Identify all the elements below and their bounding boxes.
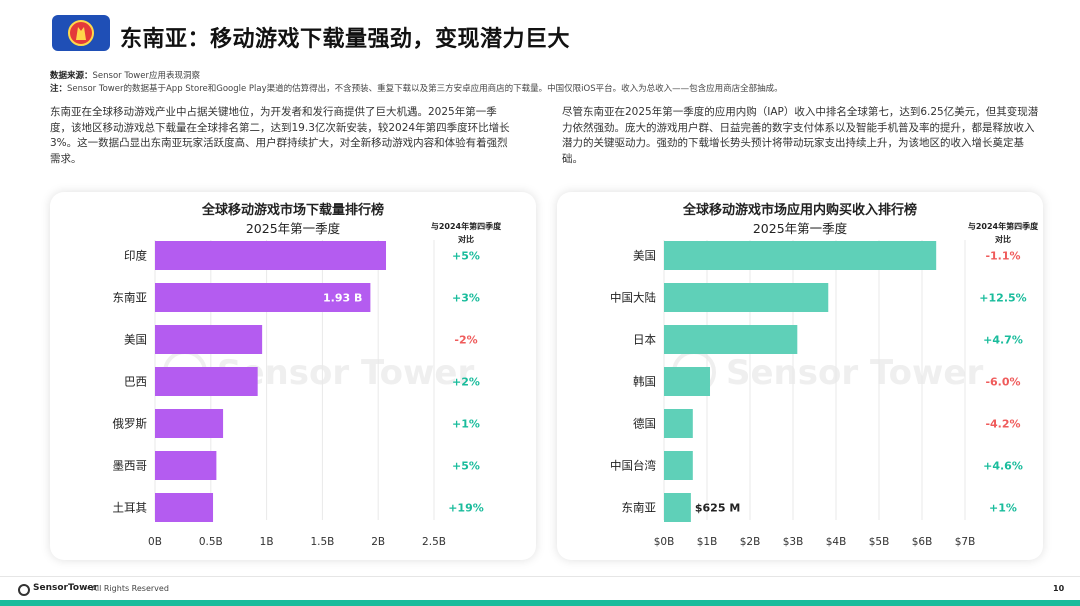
sensor-tower-logo-icon <box>18 584 30 596</box>
downloads-chart-panel: Sensor Tower 全球移动游戏市场下载量排行榜 2025年第一季度 与2024… <box>50 192 536 560</box>
asean-logo <box>52 15 110 51</box>
intro-paragraph-left: 东南亚在全球移动游戏产业中占据关键地位，为开发者和发行商提供了巨大机遇。2025… <box>50 106 510 165</box>
x-tick-label: $6B <box>912 536 933 548</box>
intro-paragraph-right: 尽管东南亚在2025年第一季度的应用内购（IAP）收入中排名全球第七，达到6.2… <box>562 106 1039 165</box>
x-tick-label: 1.5B <box>310 536 334 548</box>
category-label: 德国 <box>633 417 656 431</box>
footer-rights: - All Rights Reserved <box>86 584 169 593</box>
downloads-chart: Sensor Tower 全球移动游戏市场下载量排行榜 2025年第一季度 与2024… <box>113 202 503 548</box>
bar <box>664 409 693 438</box>
category-label: 日本 <box>633 333 656 347</box>
change-value: -4.2% <box>985 418 1020 431</box>
category-label: 东南亚 <box>113 291 148 305</box>
bar <box>664 283 829 312</box>
revenue-chart: Sensor Tower 全球移动游戏市场应用内购买收入排行榜 2025年第一季度 与… <box>610 202 1039 548</box>
change-header-line2: 对比 <box>995 234 1011 244</box>
x-tick-label: $1B <box>697 536 718 548</box>
change-value: +4.6% <box>983 460 1023 473</box>
x-tick-label: $2B <box>740 536 761 548</box>
footnote: 注：Sensor Tower的数据基于App Store和Google Play… <box>50 82 1040 94</box>
asean-emblem-icon <box>68 20 94 46</box>
data-source-text: Sensor Tower应用表现洞察 <box>92 71 200 81</box>
data-source: 数据来源：Sensor Tower应用表现洞察 <box>50 69 200 81</box>
data-label: 1.93 B <box>323 292 362 305</box>
x-tick-label: 0B <box>148 536 162 548</box>
bar <box>664 451 693 480</box>
bar <box>664 325 798 354</box>
bar <box>155 367 258 396</box>
chart-title: 全球移动游戏市场应用内购买收入排行榜 <box>682 202 917 218</box>
footnote-text: Sensor Tower的数据基于App Store和Google Play渠道… <box>67 84 783 94</box>
bar <box>155 283 371 312</box>
x-tick-label: 2.5B <box>422 536 446 548</box>
category-label: 韩国 <box>633 375 656 389</box>
revenue-chart-panel: Sensor Tower 全球移动游戏市场应用内购买收入排行榜 2025年第一季度 与… <box>557 192 1043 560</box>
x-tick-label: 2B <box>371 536 385 548</box>
footer-divider <box>0 576 1080 577</box>
change-value: +12.5% <box>979 292 1026 305</box>
change-value: -1.1% <box>985 250 1020 263</box>
x-tick-label: $7B <box>955 536 976 548</box>
category-label: 墨西哥 <box>113 459 148 473</box>
chart-subtitle: 2025年第一季度 <box>246 221 341 236</box>
page-number: 10 <box>1053 584 1065 593</box>
rice-sheaf-icon <box>76 27 86 40</box>
category-label: 俄罗斯 <box>113 417 148 431</box>
bar <box>155 409 224 438</box>
bottom-accent-bar <box>0 600 1080 606</box>
bar <box>664 367 711 396</box>
category-label: 中国大陆 <box>610 291 656 305</box>
category-label: 美国 <box>124 333 147 347</box>
bar <box>664 493 691 522</box>
x-tick-label: $0B <box>654 536 675 548</box>
category-label: 土耳其 <box>113 501 148 515</box>
change-value: +4.7% <box>983 334 1023 347</box>
change-value: -6.0% <box>985 376 1020 389</box>
watermark-text: Sensor Tower <box>217 353 474 393</box>
x-tick-label: $5B <box>869 536 890 548</box>
category-label: 印度 <box>124 249 147 263</box>
chart-title: 全球移动游戏市场下载量排行榜 <box>201 202 384 218</box>
category-label: 中国台湾 <box>610 459 656 473</box>
watermark-text: Sensor Tower <box>726 353 983 393</box>
bar <box>155 325 263 354</box>
change-value: +19% <box>448 502 484 515</box>
change-value: +2% <box>452 376 480 389</box>
bar <box>155 241 387 270</box>
x-tick-label: $3B <box>783 536 804 548</box>
change-header-line1: 与2024年第四季度 <box>968 221 1039 231</box>
change-value: +5% <box>452 250 480 263</box>
footnote-label: 注： <box>50 84 68 94</box>
change-header-line2: 对比 <box>458 234 474 244</box>
x-tick-label: $4B <box>826 536 847 548</box>
x-tick-label: 1B <box>260 536 274 548</box>
category-label: 美国 <box>633 249 656 263</box>
category-label: 东南亚 <box>622 501 657 515</box>
x-tick-label: 0.5B <box>199 536 223 548</box>
category-label: 巴西 <box>124 375 147 389</box>
bar <box>155 493 214 522</box>
data-source-label: 数据来源： <box>50 71 93 81</box>
data-label: $625 M <box>695 502 740 515</box>
bar <box>155 451 217 480</box>
chart-subtitle: 2025年第一季度 <box>753 221 848 236</box>
footer-brand: SensorTower <box>33 583 98 593</box>
change-value: +1% <box>452 418 480 431</box>
change-value: +3% <box>452 292 480 305</box>
bar <box>664 241 937 270</box>
change-value: -2% <box>454 334 477 347</box>
change-value: +1% <box>989 502 1017 515</box>
page-title: 东南亚：移动游戏下载量强劲，变现潜力巨大 <box>120 27 571 52</box>
change-value: +5% <box>452 460 480 473</box>
change-header-line1: 与2024年第四季度 <box>431 221 502 231</box>
